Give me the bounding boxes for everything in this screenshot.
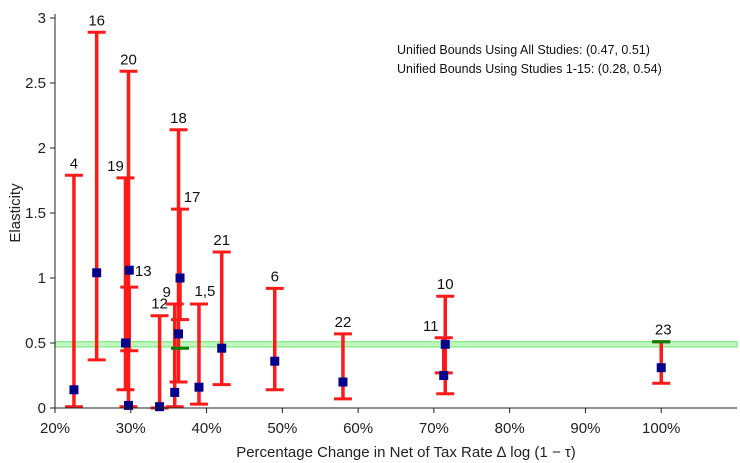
point-estimate-marker: [69, 385, 79, 395]
study-label: 13: [135, 263, 152, 280]
x-tick-label: 100%: [642, 420, 680, 437]
x-tick-label: 80%: [495, 420, 525, 437]
study-label: 21: [213, 232, 230, 249]
study-label: 12: [151, 296, 168, 313]
x-tick-label: 50%: [267, 420, 297, 437]
study-label: 20: [120, 51, 137, 68]
study-label: 1,5: [195, 283, 216, 300]
study-label: 9: [163, 284, 171, 301]
study-label: 11: [423, 318, 439, 335]
y-axis-label: Elasticity: [7, 183, 24, 243]
point-estimate-marker: [194, 382, 204, 392]
unified-band-layer: [54, 340, 738, 348]
unified-bounds-band: [54, 340, 738, 348]
point-estimate-marker: [439, 371, 449, 380]
point-estimate-marker: [155, 402, 165, 412]
y-tick-label: 2: [38, 140, 46, 157]
axis-layer: [54, 14, 737, 409]
study-label: 6: [271, 268, 279, 285]
x-tick-label: 40%: [192, 420, 222, 437]
study-label: 4: [70, 155, 78, 172]
point-layer: [69, 265, 671, 412]
point-estimate-marker: [656, 363, 666, 373]
study-label: 22: [335, 314, 352, 331]
x-tick-label: 20%: [40, 420, 70, 437]
point-estimate-marker: [120, 338, 130, 348]
y-tick-label: 0: [38, 400, 46, 417]
y-tick-label: 1.5: [25, 205, 46, 222]
study-label: 16: [88, 12, 105, 29]
x-tick-label: 60%: [343, 420, 373, 437]
point-estimate-marker: [217, 343, 227, 353]
point-estimate-marker: [440, 339, 450, 349]
study-label: 18: [170, 110, 187, 127]
x-tick-label: 90%: [570, 420, 600, 437]
y-tick-label: 1: [38, 270, 46, 287]
point-estimate-marker: [92, 268, 102, 278]
y-tick-label: 2.5: [25, 75, 46, 92]
x-axis-label: Percentage Change in Net of Tax Rate ∆ l…: [236, 444, 576, 461]
x-tick-label: 30%: [116, 420, 146, 437]
point-estimate-marker: [124, 400, 134, 410]
point-label-layer: 4 16 19 20 13 129 18 17 1,5 21 6 22 11 10 23: [70, 12, 672, 338]
point-estimate-marker: [124, 265, 134, 275]
point-estimate-marker: [170, 387, 180, 397]
study-label: 23: [655, 322, 672, 339]
tick-layer: 0 0.5 1 1.5 2 2.5 3 20% 30% 40% 50% 60% 70% 80% 90% 100…: [25, 10, 680, 437]
point-estimate-marker: [338, 377, 348, 387]
point-estimate-marker: [270, 356, 280, 366]
legend-annotation-all-studies: Unified Bounds Using All Studies: (0.47,…: [397, 43, 650, 57]
legend-annotation-studies-1-15: Unified Bounds Using Studies 1-15: (0.28…: [397, 62, 662, 76]
x-tick-label: 70%: [419, 420, 449, 437]
y-tick-label: 3: [38, 10, 46, 27]
study-label: 19: [107, 158, 124, 175]
point-estimate-marker: [175, 273, 185, 283]
y-tick-label: 0.5: [25, 335, 46, 352]
point-estimate-marker: [174, 329, 184, 339]
study-label: 10: [437, 276, 454, 293]
study-label: 17: [184, 189, 201, 206]
